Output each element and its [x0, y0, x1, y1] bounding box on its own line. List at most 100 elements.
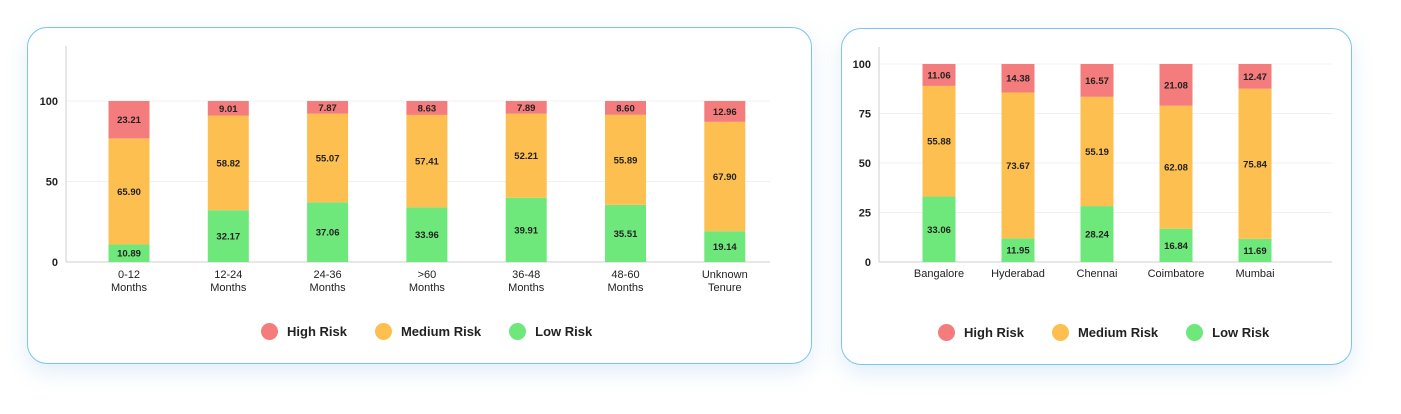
medium-risk-swatch — [374, 323, 392, 340]
y-tick-label: 0 — [865, 257, 871, 269]
low-risk-swatch — [1186, 324, 1204, 341]
legend-item-medium-risk[interactable]: Medium Risk — [1051, 324, 1159, 341]
legend-item-low-risk[interactable]: Low Risk — [509, 323, 592, 340]
bar-segment-medium-risk — [207, 115, 249, 211]
bar-segment-high-risk — [108, 101, 150, 139]
x-tick-label: Tenure — [708, 282, 742, 294]
data-label-medium-risk: 57.41 — [415, 157, 439, 168]
data-label-high-risk: 9.01 — [219, 104, 238, 115]
legend-label-low-risk: Low Risk — [1212, 325, 1270, 340]
city-risk-stacked-bar-chart: 0 25 50 75 100 33.06 55.88 11.06 Bangalore 11.95 7… — [853, 47, 1332, 280]
data-label-medium-risk: 55.07 — [316, 154, 340, 165]
data-label-low-risk: 16.84 — [1164, 241, 1188, 252]
x-tick-label: Mumbai — [1235, 268, 1274, 280]
bar-segment-medium-risk — [406, 114, 448, 208]
legend-item-high-risk[interactable]: High Risk — [938, 324, 1024, 341]
data-label-medium-risk: 65.90 — [117, 187, 141, 198]
data-label-high-risk: 16.57 — [1085, 76, 1109, 87]
data-label-high-risk: 11.06 — [927, 70, 950, 81]
bar-segment-high-risk — [1159, 64, 1193, 106]
bar-segment-high-risk — [1001, 64, 1035, 93]
data-label-low-risk: 10.89 — [117, 249, 141, 260]
bar-segment-medium-risk — [1238, 88, 1272, 239]
y-tick-label: 50 — [46, 177, 58, 189]
bar-segment-high-risk — [505, 100, 547, 114]
legend-label-medium-risk: Medium Risk — [400, 324, 482, 339]
y-tick-label: 50 — [859, 158, 871, 170]
high-risk-swatch — [938, 324, 955, 341]
data-label-high-risk: 21.08 — [1164, 80, 1188, 91]
legend-item-medium-risk[interactable]: Medium Risk — [374, 323, 482, 340]
data-label-high-risk: 8.63 — [418, 103, 437, 114]
legend-label-low-risk: Low Risk — [535, 324, 593, 339]
bar-segment-medium-risk — [922, 85, 956, 197]
data-label-low-risk: 33.06 — [927, 225, 951, 236]
data-label-low-risk: 33.96 — [415, 230, 439, 241]
bar-segment-low-risk — [1001, 238, 1035, 262]
data-label-low-risk: 32.17 — [216, 232, 240, 243]
y-tick-label: 100 — [853, 59, 871, 71]
bar-segment-low-risk — [1080, 206, 1114, 262]
legend-label-high-risk: High Risk — [287, 324, 347, 339]
bar-segment-medium-risk — [108, 138, 150, 245]
x-tick-label: Chennai — [1077, 268, 1118, 280]
x-tick-label: Months — [111, 282, 148, 294]
bar-segment-high-risk — [605, 101, 646, 115]
y-tick-label: 0 — [52, 257, 58, 269]
legend-label-medium-risk: Medium Risk — [1077, 325, 1159, 340]
data-label-high-risk: 12.47 — [1243, 72, 1267, 83]
bar-segment-high-risk — [406, 101, 448, 115]
y-tick-label: 100 — [40, 96, 58, 108]
bar-segment-medium-risk — [307, 113, 349, 203]
x-tick-label: 24-36 — [314, 269, 342, 281]
x-tick-label: 0-12 — [118, 269, 140, 281]
bar-segment-medium-risk — [1159, 105, 1193, 229]
data-label-medium-risk: 62.08 — [1164, 163, 1188, 174]
bar-segment-medium-risk — [704, 121, 746, 232]
bar-segment-medium-risk — [1001, 92, 1035, 239]
bar-segment-low-risk — [1238, 238, 1272, 262]
bar-segment-medium-risk — [505, 113, 547, 198]
data-label-low-risk: 28.24 — [1085, 230, 1109, 241]
x-tick-label: Months — [210, 282, 247, 294]
bar-segment-medium-risk — [605, 114, 646, 205]
x-tick-label: Months — [508, 282, 545, 294]
bar-segment-low-risk — [605, 204, 646, 262]
x-tick-label: 36-48 — [512, 269, 540, 281]
high-risk-swatch — [261, 323, 278, 340]
legend-item-low-risk[interactable]: Low Risk — [1186, 324, 1269, 341]
bar-segment-medium-risk — [1080, 96, 1114, 207]
data-label-high-risk: 14.38 — [1006, 74, 1030, 85]
medium-risk-swatch — [1051, 324, 1069, 341]
data-label-low-risk: 37.06 — [316, 228, 340, 239]
data-label-medium-risk: 55.88 — [927, 137, 951, 148]
legend-label-high-risk: High Risk — [964, 325, 1024, 340]
legend-item-high-risk[interactable]: High Risk — [261, 323, 347, 340]
data-label-medium-risk: 52.21 — [514, 151, 538, 162]
bar-segment-low-risk — [505, 197, 547, 262]
y-tick-label: 75 — [859, 109, 871, 121]
bar-segment-high-risk — [207, 101, 249, 116]
data-label-medium-risk: 73.67 — [1006, 161, 1030, 172]
data-label-high-risk: 8.60 — [616, 103, 635, 114]
bar-segment-low-risk — [307, 202, 349, 262]
data-label-low-risk: 39.91 — [514, 225, 538, 236]
bar-segment-low-risk — [704, 231, 746, 262]
bar-segment-high-risk — [704, 101, 746, 122]
bar-segment-low-risk — [207, 210, 249, 262]
data-label-medium-risk: 58.82 — [216, 158, 240, 169]
bar-segment-low-risk — [922, 196, 956, 262]
data-label-high-risk: 23.21 — [117, 115, 141, 126]
data-label-high-risk: 7.87 — [318, 103, 337, 114]
data-label-low-risk: 19.14 — [713, 242, 737, 253]
x-tick-label: 48-60 — [611, 269, 639, 281]
data-label-medium-risk: 75.84 — [1243, 159, 1267, 170]
chart-legend: High Risk Medium Risk Low Risk — [938, 324, 1269, 341]
data-label-low-risk: 35.51 — [614, 229, 638, 240]
bar-segment-high-risk — [922, 64, 956, 86]
x-tick-label: 12-24 — [214, 269, 242, 281]
data-label-high-risk: 12.96 — [713, 107, 737, 118]
data-label-low-risk: 11.95 — [1006, 246, 1030, 257]
x-tick-label: Coimbatore — [1148, 268, 1205, 280]
y-tick-label: 25 — [859, 208, 871, 220]
